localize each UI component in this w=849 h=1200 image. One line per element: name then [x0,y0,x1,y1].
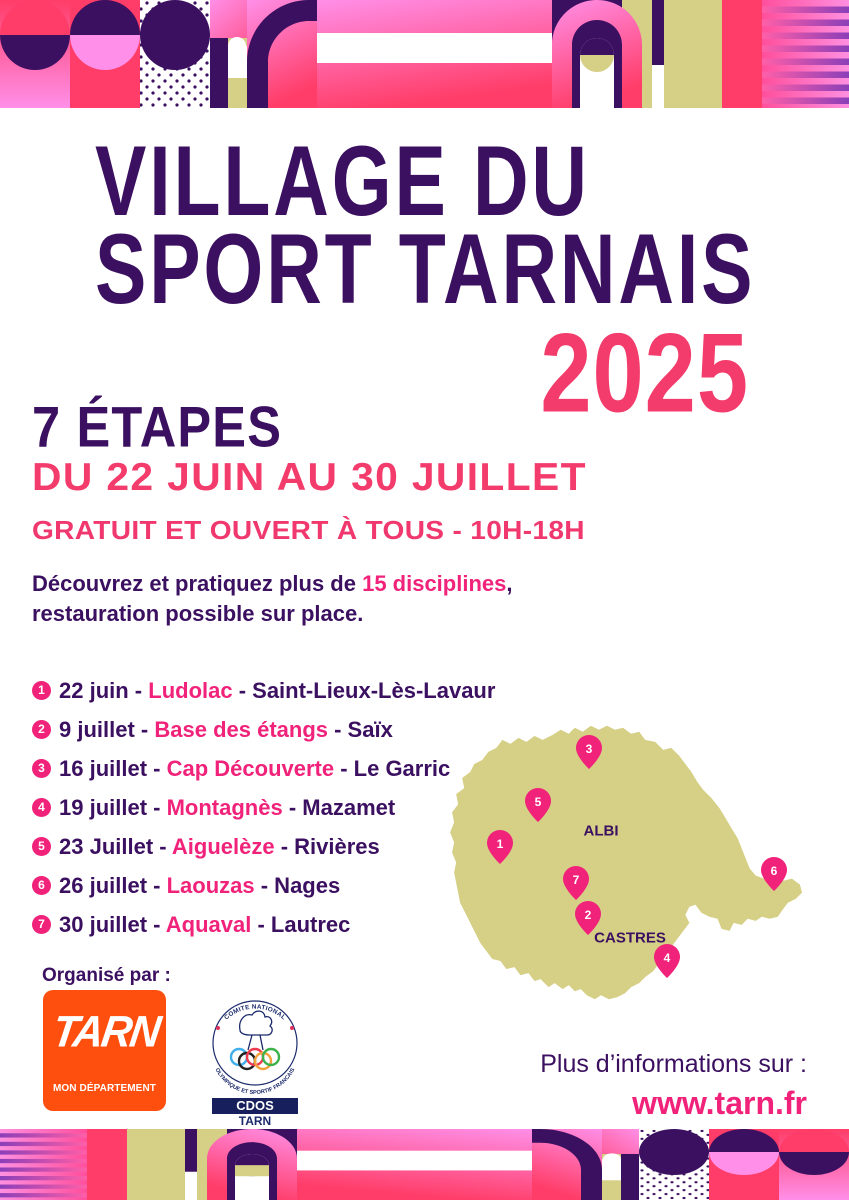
svg-text:6: 6 [771,864,778,878]
svg-text:3: 3 [586,742,593,756]
svg-text:1: 1 [497,837,504,851]
svg-text:4: 4 [664,951,671,965]
svg-text:OLYMPIQUE ET SPORTIF FRANCAIS: OLYMPIQUE ET SPORTIF FRANCAIS [214,1067,297,1096]
svg-text:TARN: TARN [239,1114,271,1125]
svg-text:5: 5 [535,795,542,809]
svg-text:7: 7 [573,873,580,887]
svg-text:2: 2 [585,908,592,922]
svg-text:CDOS: CDOS [236,1098,274,1113]
